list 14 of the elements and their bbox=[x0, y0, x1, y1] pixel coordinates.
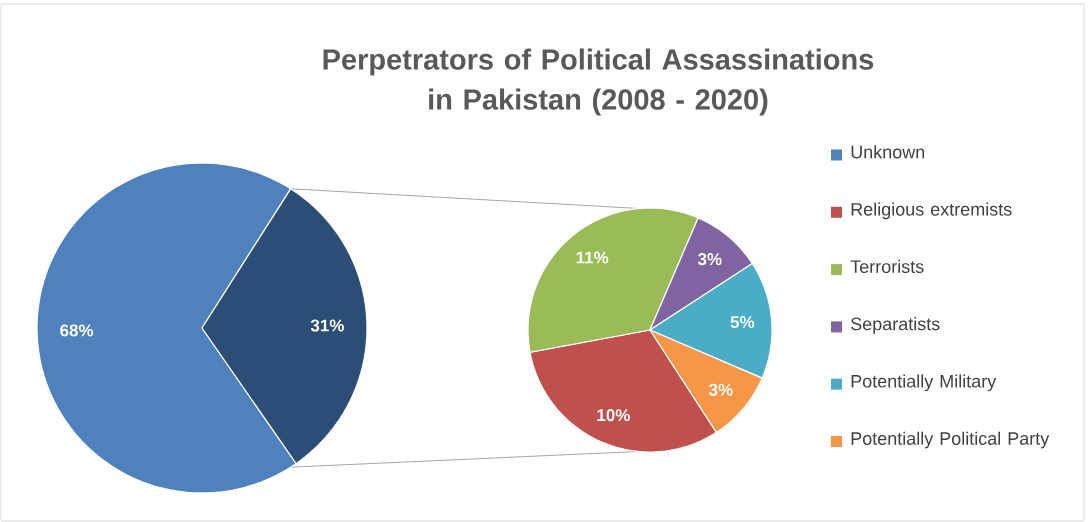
data-label: 5% bbox=[730, 316, 755, 329]
data-label: 3% bbox=[697, 253, 722, 266]
data-label: 31% bbox=[310, 319, 344, 332]
legend-label: Religious extremists bbox=[851, 202, 1012, 220]
data-label: 11% bbox=[576, 251, 609, 264]
data-label: 10% bbox=[597, 409, 630, 422]
legend-label: Unknown bbox=[851, 145, 925, 159]
data-label: 3% bbox=[708, 383, 733, 396]
legend-label: Separatists bbox=[851, 317, 940, 334]
legend-label: Potentially Military bbox=[851, 374, 997, 392]
legend-label: Potentially Political Party bbox=[851, 431, 1050, 449]
chart-title: Perpetrators of Political Assassinations in Pakistan (2008 - 2020) bbox=[323, 48, 874, 116]
data-label: 68% bbox=[60, 324, 94, 337]
legend-label: Terrorists bbox=[850, 259, 924, 273]
